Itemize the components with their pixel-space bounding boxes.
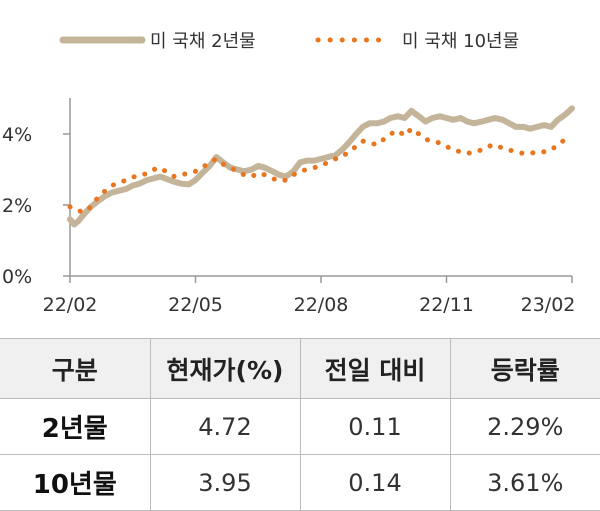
series-layer (67, 105, 575, 228)
legend-label-10y: 미 국채 10년물 (402, 31, 519, 52)
row-label: 2년물 (41, 414, 108, 444)
x-tick-label: 22/02 (43, 294, 98, 316)
cell-change: 0.14 (299, 454, 450, 511)
row-label: 10년물 (32, 470, 117, 500)
x-tick-label: 22/11 (419, 294, 474, 316)
y-tick-label: 4% (2, 124, 32, 146)
x-tick-label: 22/05 (168, 294, 223, 316)
series-line-10y (67, 126, 575, 215)
cell-current: 3.95 (149, 454, 300, 511)
yield-chart: 미 국채 2년물 미 국채 10년물 0% 2% 4% 22/02 22/05 … (2, 31, 576, 316)
cell-current: 4.72 (149, 398, 300, 455)
x-axis: 22/02 22/05 22/08 22/11 23/02 (43, 275, 576, 316)
series-line-2y (67, 105, 575, 228)
table-row: 10년물 3.95 0.14 3.61% (0, 454, 600, 511)
legend-label-2y: 미 국채 2년물 (150, 31, 256, 52)
column-header: 등락률 (449, 338, 600, 399)
y-tick-label: 0% (2, 266, 32, 288)
cell-change: 0.11 (299, 398, 450, 455)
x-tick-label: 22/08 (294, 294, 349, 316)
y-axis: 0% 2% 4% (2, 98, 71, 288)
x-tick-label: 23/02 (521, 294, 576, 316)
cell-rate: 3.61% (449, 454, 600, 511)
column-header: 현재가(%) (149, 338, 300, 399)
y-tick-label: 2% (2, 195, 32, 217)
cell-rate: 2.29% (449, 398, 600, 455)
table-row: 2년물 4.72 0.11 2.29% (0, 398, 600, 455)
yield-table: 구분 현재가(%) 전일 대비 등락률 2년물 4.72 0.11 2.29% … (0, 338, 600, 511)
table-header-row: 구분 현재가(%) 전일 대비 등락률 (0, 338, 600, 399)
column-header: 구분 (0, 338, 150, 399)
column-header: 전일 대비 (299, 338, 450, 399)
legend: 미 국채 2년물 미 국채 10년물 (59, 31, 519, 52)
